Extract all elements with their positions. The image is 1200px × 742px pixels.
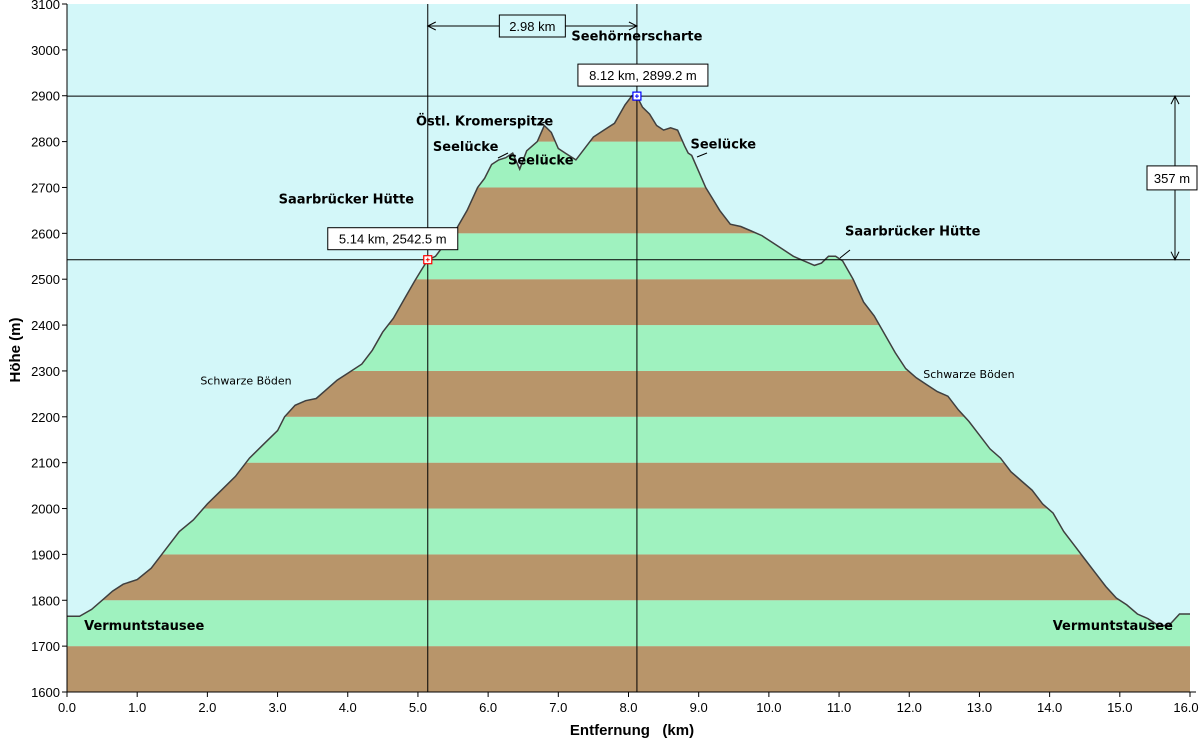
y-tick-label: 1600 bbox=[31, 685, 60, 700]
x-tick-label: 16.0 bbox=[1173, 700, 1198, 715]
x-tick-label: 7.0 bbox=[549, 700, 567, 715]
x-tick-label: 10.0 bbox=[756, 700, 781, 715]
label-leader bbox=[839, 249, 851, 259]
height-label-box bbox=[1146, 165, 1198, 191]
y-tick-label: 2500 bbox=[31, 272, 60, 287]
y-tick-label: 2200 bbox=[31, 410, 60, 425]
distance-arrowhead bbox=[426, 21, 436, 31]
place-label: Seelücke bbox=[508, 154, 574, 169]
x-tick-label: 12.0 bbox=[897, 700, 922, 715]
y-tick-label: 1800 bbox=[31, 593, 60, 608]
y-tick-label: 2300 bbox=[31, 364, 60, 379]
x-tick-label: 4.0 bbox=[339, 700, 357, 715]
x-axis-label: Entfernung (km) bbox=[570, 722, 694, 739]
place-label: Vermuntstausee bbox=[84, 619, 204, 634]
height-arrowhead bbox=[1170, 94, 1180, 105]
elevation-band bbox=[67, 554, 1190, 601]
x-tick-label: 1.0 bbox=[128, 700, 146, 715]
label-leader bbox=[696, 152, 708, 158]
profile-line bbox=[67, 94, 1190, 627]
place-label: Seehörnerscharte bbox=[571, 30, 702, 45]
y-tick-label: 2400 bbox=[31, 318, 60, 333]
x-tick-label: 0.0 bbox=[58, 700, 76, 715]
place-label: Seelücke bbox=[433, 140, 499, 155]
x-tick-label: 9.0 bbox=[690, 700, 708, 715]
y-tick-label: 2600 bbox=[31, 226, 60, 241]
place-label: Östl. Kromerspitze bbox=[416, 114, 553, 130]
x-tick-label: 6.0 bbox=[479, 700, 497, 715]
height-label: 357 m bbox=[1154, 171, 1190, 186]
elevation-band bbox=[67, 462, 1190, 509]
place-label: Vermuntstausee bbox=[1053, 619, 1173, 634]
x-tick-label: 13.0 bbox=[967, 700, 992, 715]
label-leader bbox=[497, 152, 509, 159]
marker-label: 8.12 km, 2899.2 m bbox=[589, 68, 697, 83]
x-tick-label: 8.0 bbox=[619, 700, 637, 715]
x-tick-label: 2.0 bbox=[198, 700, 216, 715]
y-tick-label: 3000 bbox=[31, 43, 60, 58]
distance-arrowhead bbox=[628, 21, 639, 31]
elevation-band bbox=[67, 646, 1190, 692]
y-tick-label: 3100 bbox=[31, 0, 60, 12]
marker-label-box bbox=[327, 227, 459, 251]
place-label: Schwarze Böden bbox=[200, 375, 291, 388]
annotations: Seehörnerscharte Östl. Kromerspitze Seelüc… bbox=[84, 30, 1173, 634]
y-tick-label: 2800 bbox=[31, 135, 60, 150]
place-label: Saarbrücker Hütte bbox=[845, 225, 981, 240]
measurement-guides: 2.98 km 357 m 5.14 km, 2542.5 m 8.12 km, 28… bbox=[67, 4, 1198, 692]
distance-label: 2.98 km bbox=[509, 19, 555, 34]
y-tick-label: 2100 bbox=[31, 456, 60, 471]
place-label: Schwarze Böden bbox=[923, 368, 1014, 381]
marker-label: 5.14 km, 2542.5 m bbox=[339, 232, 447, 247]
x-tick-label: 11.0 bbox=[827, 700, 851, 715]
x-tick-label: 14.0 bbox=[1037, 700, 1062, 715]
elevation-band bbox=[67, 600, 1190, 647]
place-label: Seelücke bbox=[690, 137, 756, 152]
place-label: Saarbrücker Hütte bbox=[279, 193, 415, 208]
x-tick-label: 5.0 bbox=[409, 700, 427, 715]
marker-label-box bbox=[577, 63, 709, 87]
y-tick-label: 2900 bbox=[31, 89, 60, 104]
y-axis-label: Höhe (m) bbox=[7, 318, 24, 383]
y-tick-label: 1700 bbox=[31, 639, 60, 654]
y-tick-label: 2000 bbox=[31, 502, 60, 517]
x-tick-label: 15.0 bbox=[1107, 700, 1132, 715]
y-tick-label: 2700 bbox=[31, 180, 60, 195]
distance-label-box bbox=[498, 14, 566, 38]
axes: 1600 1700 1800 1900 2000 2100 2200 2300 2400 2500… bbox=[31, 0, 1199, 715]
y-tick-label: 1900 bbox=[31, 547, 60, 562]
label-leader bbox=[536, 121, 546, 126]
x-tick-label: 3.0 bbox=[269, 700, 287, 715]
elevation-band bbox=[67, 508, 1190, 555]
height-arrowhead bbox=[1170, 251, 1180, 261]
